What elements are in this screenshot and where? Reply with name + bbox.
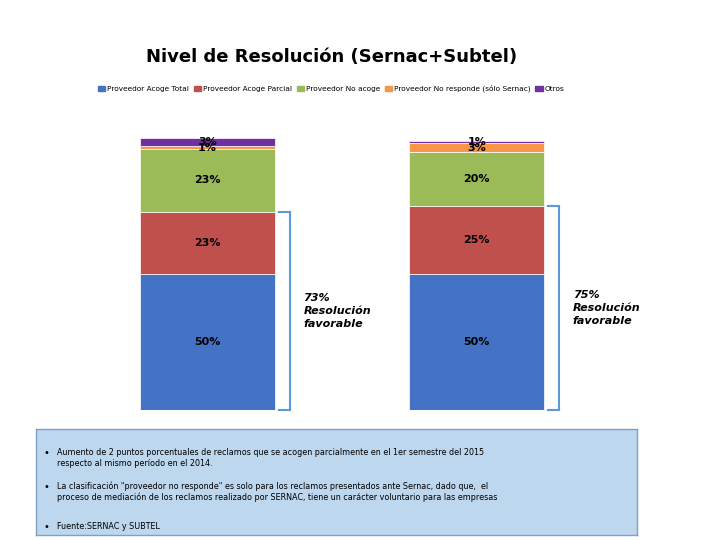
Legend: Proveedor Acoge Total, Proveedor Acoge Parcial, Proveedor No acoge, Proveedor No: Proveedor Acoge Total, Proveedor Acoge P…	[95, 82, 567, 96]
Text: 23%: 23%	[194, 176, 220, 185]
Text: 73%
Resolución
favorable: 73% Resolución favorable	[303, 293, 371, 329]
Text: 50%: 50%	[464, 338, 490, 347]
Text: 20%: 20%	[464, 174, 490, 184]
Text: Aumento de 2 puntos porcentuales de reclamos que se acogen parcialmente en el 1e: Aumento de 2 puntos porcentuales de recl…	[57, 448, 484, 468]
Bar	[409, 274, 544, 410]
Text: Nivel de Resolución (Sernac+Subtel): Nivel de Resolución (Sernac+Subtel)	[145, 48, 517, 66]
Text: 25%: 25%	[464, 235, 490, 245]
Text: 75%
Resolución
favorable: 75% Resolución favorable	[572, 290, 640, 327]
Text: •: •	[43, 448, 49, 458]
Bar	[140, 138, 275, 146]
Text: N=53.207: N=53.207	[181, 446, 234, 456]
Text: N=53.790: N=53.790	[450, 446, 503, 456]
Text: 50%: 50%	[194, 338, 220, 347]
Bar	[409, 144, 544, 152]
Bar	[409, 206, 544, 274]
Text: •: •	[43, 482, 49, 492]
Text: Fuente:SERNAC y SUBTEL: Fuente:SERNAC y SUBTEL	[57, 522, 160, 531]
Text: 3%: 3%	[198, 137, 217, 147]
Text: 23%: 23%	[194, 238, 220, 248]
Text: 1%: 1%	[198, 143, 217, 153]
Bar	[140, 149, 275, 212]
Text: La clasificación "proveedor no responde" es solo para los reclamos presentados a: La clasificación "proveedor no responde"…	[57, 482, 498, 502]
Bar	[140, 146, 275, 149]
Bar	[409, 152, 544, 206]
Text: 1%: 1%	[467, 137, 486, 147]
Text: •: •	[43, 522, 49, 532]
Text: 1er sem 2015: 1er sem 2015	[433, 429, 520, 442]
Bar	[140, 274, 275, 410]
Text: 1er sem 2014: 1er sem 2014	[164, 429, 251, 442]
Text: 3%: 3%	[467, 143, 486, 153]
Bar	[140, 212, 275, 274]
Bar	[409, 141, 544, 144]
Text: 4: 4	[656, 495, 667, 512]
